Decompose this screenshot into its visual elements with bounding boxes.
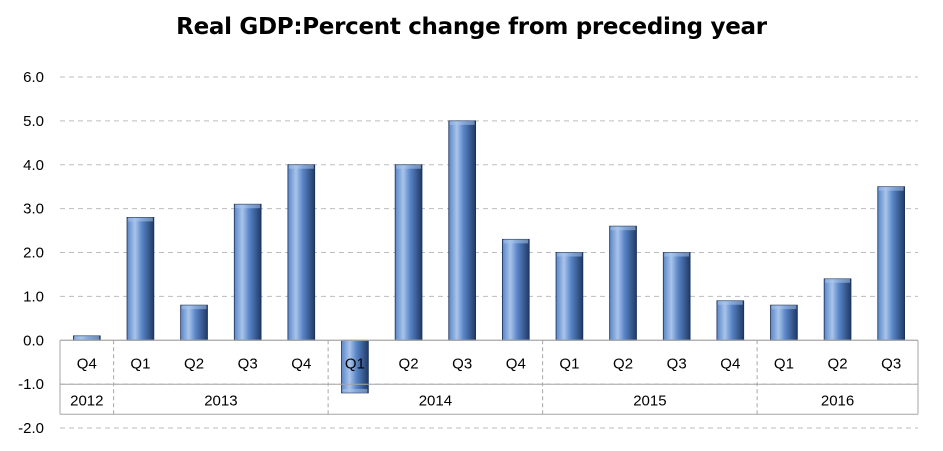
bar-body — [716, 300, 745, 341]
bar-body — [823, 278, 852, 341]
bar-bevel — [128, 217, 153, 222]
y-tick-label: -1.0 — [18, 376, 44, 393]
year-label: 2014 — [419, 392, 452, 409]
bar-bevel — [449, 120, 475, 125]
x-tick-label: Q4 — [291, 355, 311, 372]
bar-body — [180, 304, 208, 341]
bar — [448, 120, 476, 341]
bar — [770, 304, 798, 341]
bar — [394, 164, 423, 341]
x-tick-label: Q4 — [77, 355, 97, 372]
bar-bevel — [503, 239, 529, 244]
y-tick-label: 3.0 — [23, 201, 44, 218]
bar — [180, 304, 208, 341]
year-label: 2015 — [633, 392, 666, 409]
year-label: 2012 — [70, 392, 103, 409]
y-tick-label: 6.0 — [23, 69, 44, 86]
bar — [877, 186, 905, 341]
bar-bevel — [717, 300, 743, 305]
bar-bevel — [74, 335, 100, 340]
y-axis-ticks: 6.0 5.0 4.0 3.0 2.0 1.0 0.0 -1.0 -2.0 — [18, 69, 44, 437]
gridlines — [60, 76, 918, 429]
y-tick-label: 5.0 — [23, 113, 44, 130]
bar-bevel — [878, 186, 904, 191]
bar-body — [877, 186, 905, 341]
bar-bevel — [664, 252, 690, 257]
year-label: 2016 — [821, 392, 854, 409]
bar-bevel — [610, 226, 636, 231]
bar-bevel — [825, 278, 850, 283]
bar-body — [502, 238, 530, 341]
bar — [823, 278, 852, 341]
x-tick-label: Q2 — [828, 355, 848, 372]
x-tick-label: Q3 — [881, 355, 901, 372]
bar — [73, 335, 101, 341]
y-tick-label: 1.0 — [23, 288, 44, 305]
bar-bevel — [342, 388, 368, 393]
bar — [287, 164, 316, 341]
x-tick-label: Q4 — [506, 355, 526, 372]
bar-bevel — [235, 204, 261, 209]
x-tick-label: Q3 — [667, 355, 687, 372]
bar-body — [394, 164, 423, 341]
bar-body — [555, 252, 584, 341]
bar-body — [126, 216, 155, 341]
bar — [662, 252, 691, 341]
x-axis: Q4 Q1 Q2 Q3 Q4 Q1 Q2 Q3 Q4 Q1 Q2 Q3 Q4 Q1 Q2 Q3 2012 2013… — [59, 339, 919, 415]
bar-body — [609, 225, 637, 341]
x-tick-label: Q2 — [184, 355, 204, 372]
bar-body — [287, 164, 316, 341]
x-tick-label: Q1 — [559, 355, 579, 372]
bar — [126, 216, 155, 341]
year-label: 2013 — [204, 392, 237, 409]
bar — [555, 252, 584, 341]
bar-bevel — [557, 252, 582, 257]
bar-bevel — [396, 164, 421, 169]
bar-body — [770, 304, 798, 341]
x-tick-label: Q2 — [399, 355, 419, 372]
y-tick-label: 4.0 — [23, 157, 44, 174]
x-tick-label: Q4 — [720, 355, 740, 372]
bar — [502, 238, 530, 341]
x-tick-label: Q1 — [130, 355, 150, 372]
bar-bevel — [181, 305, 207, 310]
x-tick-label: Q1 — [345, 355, 365, 372]
chart-title: Real GDP:Percent change from preceding y… — [176, 14, 767, 40]
x-tick-label: Q2 — [613, 355, 633, 372]
bars — [73, 120, 905, 394]
x-tick-label: Q3 — [238, 355, 258, 372]
x-tick-label: Q1 — [774, 355, 794, 372]
x-tick-label: Q3 — [452, 355, 472, 372]
bar — [716, 300, 745, 341]
bar — [233, 203, 262, 341]
bar-body — [233, 203, 262, 341]
y-tick-label: -2.0 — [18, 420, 44, 437]
bar-bevel — [288, 164, 314, 169]
bar-body — [662, 252, 691, 341]
bar-body — [448, 120, 476, 341]
bar-bevel — [771, 305, 797, 310]
bar — [609, 225, 637, 341]
y-tick-label: 2.0 — [23, 245, 44, 262]
y-tick-label: 0.0 — [23, 332, 44, 349]
